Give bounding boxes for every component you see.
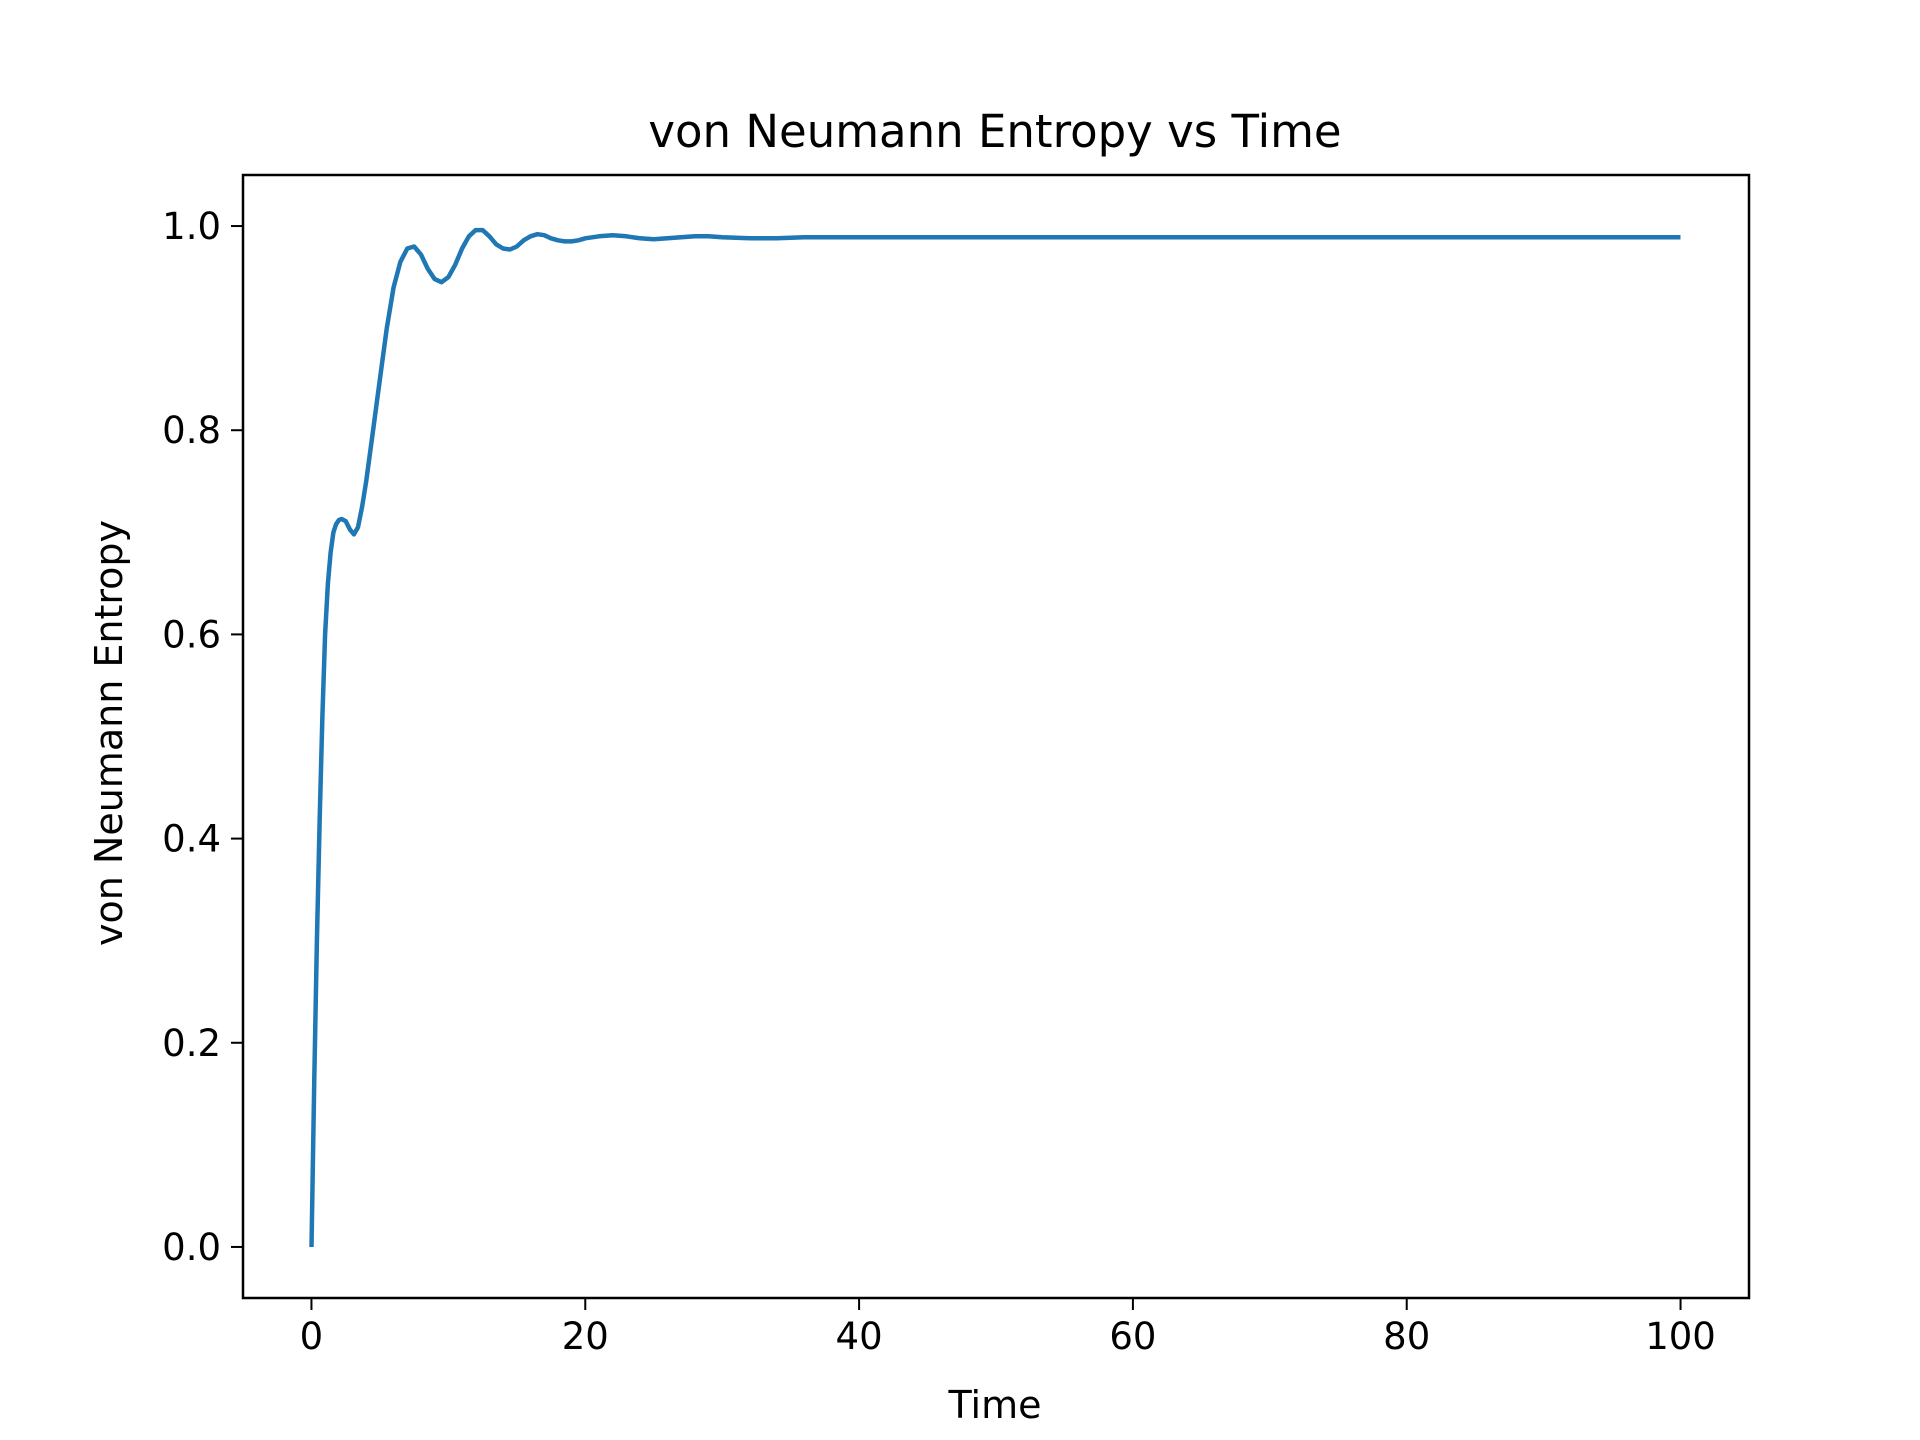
y-tick-label: 0.2	[162, 1022, 221, 1065]
x-tick-label: 60	[1109, 1315, 1156, 1358]
x-axis: 0 20 40 60 80 100	[300, 1298, 1716, 1358]
y-tick-label: 0.8	[162, 409, 221, 452]
x-tick-label: 0	[300, 1315, 324, 1358]
x-axis-label: Time	[948, 1383, 1042, 1427]
y-tick-label: 1.0	[162, 205, 221, 248]
x-tick-label: 100	[1645, 1315, 1716, 1358]
y-axis-label: von Neumann Entropy	[87, 520, 131, 946]
x-tick-label: 40	[836, 1315, 883, 1358]
y-tick-label: 0.6	[162, 613, 221, 656]
entropy-series-line	[309, 227, 1681, 1248]
chart-title: von Neumann Entropy vs Time	[648, 105, 1341, 158]
x-tick-label: 80	[1383, 1315, 1430, 1358]
plot-series-group	[309, 227, 1681, 1248]
x-tick-label: 20	[562, 1315, 609, 1358]
y-tick-label: 0.0	[162, 1226, 221, 1269]
y-axis: 0.0 0.2 0.4 0.6 0.8 1.0	[162, 205, 243, 1269]
y-tick-label: 0.4	[162, 818, 221, 861]
plot-frame	[241, 173, 1751, 1300]
